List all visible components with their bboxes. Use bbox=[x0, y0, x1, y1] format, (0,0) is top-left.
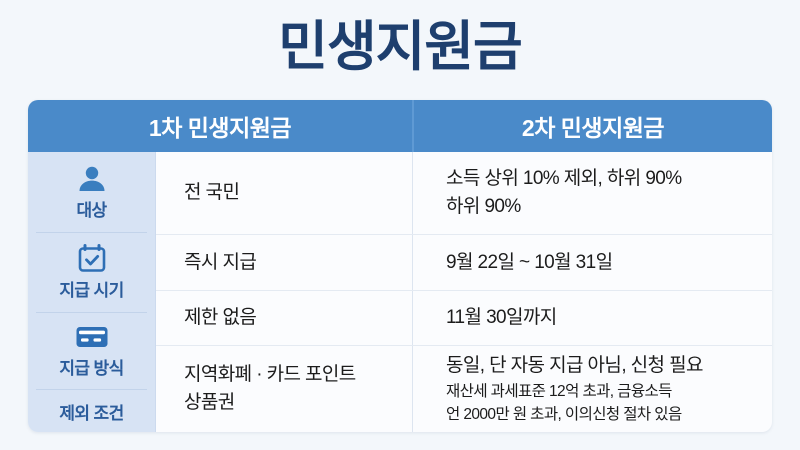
row-divider bbox=[156, 345, 772, 346]
table-header-col1: 1차 민생지원금 bbox=[148, 115, 292, 141]
cell-text-line3: 언 2000만 원 초과, 이의신청 절차 있음 bbox=[446, 406, 682, 423]
page-title: 민생지원금 bbox=[278, 17, 522, 77]
comparison-table: 1차 민생지원금 2차 민생지원금 대상 bbox=[28, 100, 772, 432]
cell-col2-row3: 11월 30일까지 bbox=[413, 291, 772, 345]
row-label-target: 대상 bbox=[28, 152, 155, 232]
cell-col2-row1: 소득 상위 10% 제외, 하위 90% 하위 90% bbox=[413, 152, 772, 234]
table-header-col2: 2차 민생지원금 bbox=[521, 115, 665, 141]
cell-text: 제한 없음 bbox=[184, 307, 257, 328]
cell-text-line1: 동일, 단 자동 지급 아님, 신청 필요 bbox=[446, 355, 703, 376]
table-body: 대상 지급 시기 bbox=[28, 152, 772, 432]
row-label-text: 지급 방식 bbox=[59, 359, 124, 378]
cell-text-line1: 소득 상위 10% 제외, 하위 90% bbox=[446, 168, 682, 189]
cell-col1-row4: 지역화폐 · 카드 포인트 상품권 bbox=[156, 346, 412, 432]
person-icon bbox=[77, 164, 107, 194]
cell-text-line2: 재산세 과세표준 12억 초과, 금융소득 bbox=[446, 383, 672, 400]
cell-col1-row1: 전 국민 bbox=[156, 152, 412, 234]
cell-text-line2: 상품권 bbox=[184, 392, 235, 413]
row-label-text: 대상 bbox=[76, 200, 107, 220]
header-divider bbox=[412, 100, 414, 152]
row-label-text: 지급 시기 bbox=[59, 280, 124, 300]
cell-text: 11월 30일까지 bbox=[446, 307, 557, 328]
row-divider bbox=[156, 290, 772, 291]
row-label-exclusion: 제외 조건 bbox=[28, 389, 155, 432]
column-divider bbox=[412, 152, 413, 432]
row-label-payment-method: 지급 방식 bbox=[28, 312, 155, 389]
cell-col2-row2: 9월 22일 ~ 10월 31일 bbox=[413, 235, 772, 290]
cell-col1-row2: 즉시 지급 bbox=[156, 235, 412, 290]
cell-text: 9월 22일 ~ 10월 31일 bbox=[446, 251, 613, 273]
row-divider bbox=[156, 234, 772, 235]
credit-card-icon bbox=[75, 322, 109, 352]
row-label-text: 제외 조건 bbox=[59, 404, 124, 423]
calendar-check-icon bbox=[76, 243, 108, 274]
cell-text: 전 국민 bbox=[184, 182, 240, 203]
cell-col1-row3: 제한 없음 bbox=[156, 291, 412, 345]
label-column bbox=[28, 152, 155, 432]
row-label-payment-time: 지급 시기 bbox=[28, 232, 155, 312]
cell-col2-row4: 동일, 단 자동 지급 아님, 신청 필요 재산세 과세표준 12억 초과, 금… bbox=[413, 346, 772, 432]
table-header-row: 1차 민생지원금 2차 민생지원금 bbox=[28, 100, 772, 152]
cell-text-line1: 지역화폐 · 카드 포인트 bbox=[184, 364, 356, 385]
cell-text-line2: 하위 90% bbox=[446, 196, 521, 217]
label-column-edge bbox=[155, 152, 156, 432]
cell-text: 즉시 지급 bbox=[184, 251, 257, 273]
